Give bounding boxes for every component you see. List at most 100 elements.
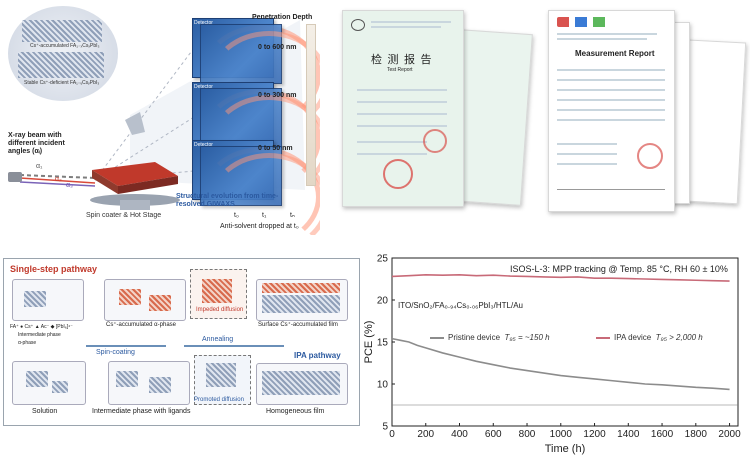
x-tick-label: 0 (389, 429, 395, 440)
detector-label: Detector (194, 142, 213, 148)
perovskite-block (22, 20, 102, 42)
legend-pristine: Pristine device T₉₅ = ~150 h (430, 333, 550, 342)
en-title: Measurement Report (575, 49, 655, 58)
series-line-pristine (391, 337, 730, 391)
crystal-icon (149, 295, 171, 311)
device-structure-label: ITO/SnO₂/FA₀.₉₄Cs₀.₀₆PbI₃/HTL/Au (398, 301, 523, 310)
x-tick-label: 800 (519, 429, 536, 440)
crystal-icon (24, 291, 46, 307)
pce-chart-svg: 0 200 400 600 800 1000 1200 1400 1600 1800 2000 5 10… (363, 254, 741, 455)
red-seal-icon (383, 159, 413, 189)
single-step-title: Single-step pathway (10, 264, 98, 274)
x-tick-label: 1400 (617, 429, 640, 440)
x-tick-label: 1200 (583, 429, 606, 440)
x-tick-label: 1000 (550, 429, 573, 440)
cn-subtitle: Test Report (387, 67, 413, 73)
tag-cs-accumulated: Cs⁺-accumulated FA₁₋ₓCsₓPbI₃ (30, 43, 100, 49)
red-seal-icon (423, 129, 447, 153)
cn-logo-icon (351, 19, 365, 31)
detector-6 (200, 146, 320, 206)
cs-phase-box (104, 279, 186, 321)
antisolvent-label: Anti-solvent dropped at t₀ (220, 223, 299, 230)
legend-t95-ipa: T₉₅ > 2,000 h (655, 333, 703, 342)
surface-film-label: Surface Cs⁺-accumulated film (258, 322, 338, 328)
alpha-legend: α-phase (18, 340, 37, 346)
t0-label: t₀ (234, 212, 239, 219)
crystal-icon (116, 371, 138, 387)
structural-label: Structural evolution from time-resolved … (176, 193, 279, 208)
legend-line-ipa (596, 336, 610, 339)
impeded-label: Impeded diffusion (196, 307, 244, 313)
perovskite-block (18, 52, 104, 78)
red-seal-icon (637, 143, 663, 169)
alpha-1: α₁ (36, 163, 43, 170)
logo-row-icon (557, 17, 617, 27)
report-scans: 检 测 报 告 Test Report Measurement Report (330, 0, 750, 235)
x-tick-label: 200 (417, 429, 434, 440)
x-tick-label: 400 (451, 429, 468, 440)
annealing-label: Annealing (202, 336, 234, 343)
detector-label: Detector (194, 20, 213, 26)
legend-t95-pristine: T₉₅ = ~150 h (504, 333, 550, 342)
crystal-icon (149, 377, 171, 393)
y-axis-label: PCE (%) (363, 321, 375, 364)
depth-1: 0 to 600 nm (258, 44, 297, 51)
spin-coating-label: Spin-coating (96, 349, 135, 356)
crystal-icon (202, 279, 232, 303)
legend-ipa: IPA device T₉₅ > 2,000 h (596, 333, 703, 342)
x-axis-label: Time (h) (545, 443, 586, 455)
series-line-ipa (391, 273, 730, 282)
legend-name-ipa: IPA device (614, 333, 652, 342)
crystal-icon (206, 363, 236, 387)
promoted-label: Promoted diffusion (194, 397, 244, 403)
xray-source-icon (8, 172, 22, 182)
crystal-icon (52, 381, 68, 393)
arrow-anneal (184, 345, 284, 347)
crystal-icon (26, 371, 48, 387)
depth-gradient-bar (306, 24, 316, 186)
depth-3: 0 to 50 nm (258, 145, 293, 152)
y-tick-label: 10 (377, 380, 389, 391)
plot-frame (391, 257, 739, 427)
depth-2: 0 to 300 nm (258, 92, 297, 99)
legend-name-pristine: Pristine device (448, 333, 501, 342)
detector-4 (200, 88, 320, 148)
x-tick-label: 600 (485, 429, 502, 440)
crystal-icon (262, 371, 340, 395)
intermediate-legend: Intermediate phase (18, 332, 61, 338)
y-tick-label: 15 (377, 338, 389, 349)
crystal-icon (262, 283, 340, 293)
detector-label: Detector (194, 84, 213, 90)
crystal-icon (119, 289, 141, 305)
giwaxs-schematic: Cs⁺-accumulated FA₁₋ₓCsₓPbI₃ Stable Cs⁺-… (0, 0, 320, 235)
arrow-spin (86, 345, 166, 347)
penetration-title: Penetration Depth (252, 14, 313, 21)
pathway-schematic: Single-step pathway IPA pathway Cs⁺-accu… (3, 258, 360, 426)
tag-cs-deficient: Stable Cs⁺-deficient FA₁₋ᵧCsᵧPbI₃ (24, 80, 100, 86)
x-tick-label: 2000 (718, 429, 741, 440)
y-tick-label: 20 (377, 296, 389, 307)
cn-title: 检 测 报 告 (371, 53, 433, 66)
ion-legend: FA⁺ ● Cs⁺ ▲ Ac⁻ ◆ [PbI₆]⁴⁻ (10, 324, 73, 330)
solution-box (12, 361, 86, 405)
xray-label: X-ray beam with different incident angle… (8, 132, 65, 155)
homogeneous-label: Homogeneous film (266, 408, 325, 415)
cn-report: 检 测 报 告 Test Report (342, 10, 464, 207)
detector-2 (200, 24, 320, 84)
y-tick-label: 5 (382, 422, 388, 433)
tn-label: tₙ (290, 212, 295, 219)
solution-label: Solution (32, 408, 58, 415)
solution-box-top (12, 279, 84, 321)
cs-phase-label: Cs⁺-accumulated α-phase (106, 322, 176, 328)
crystal-icon (262, 295, 340, 313)
legend-line-pristine (430, 336, 444, 339)
pce-chart: 0 200 400 600 800 1000 1200 1400 1600 1800 2000 5 10… (360, 250, 750, 455)
x-tick-label: 1600 (651, 429, 674, 440)
ipa-title: IPA pathway (294, 351, 341, 360)
y-tick-label: 25 (377, 254, 389, 265)
intermediate-ligands-label: Intermediate phase with ligands (92, 408, 191, 415)
stage-label: Spin coater & Hot Stage (86, 212, 162, 219)
en-report: Measurement Report (548, 10, 675, 212)
t1-label: t₁ (262, 212, 267, 219)
alpha-2: α₂ (55, 176, 62, 183)
